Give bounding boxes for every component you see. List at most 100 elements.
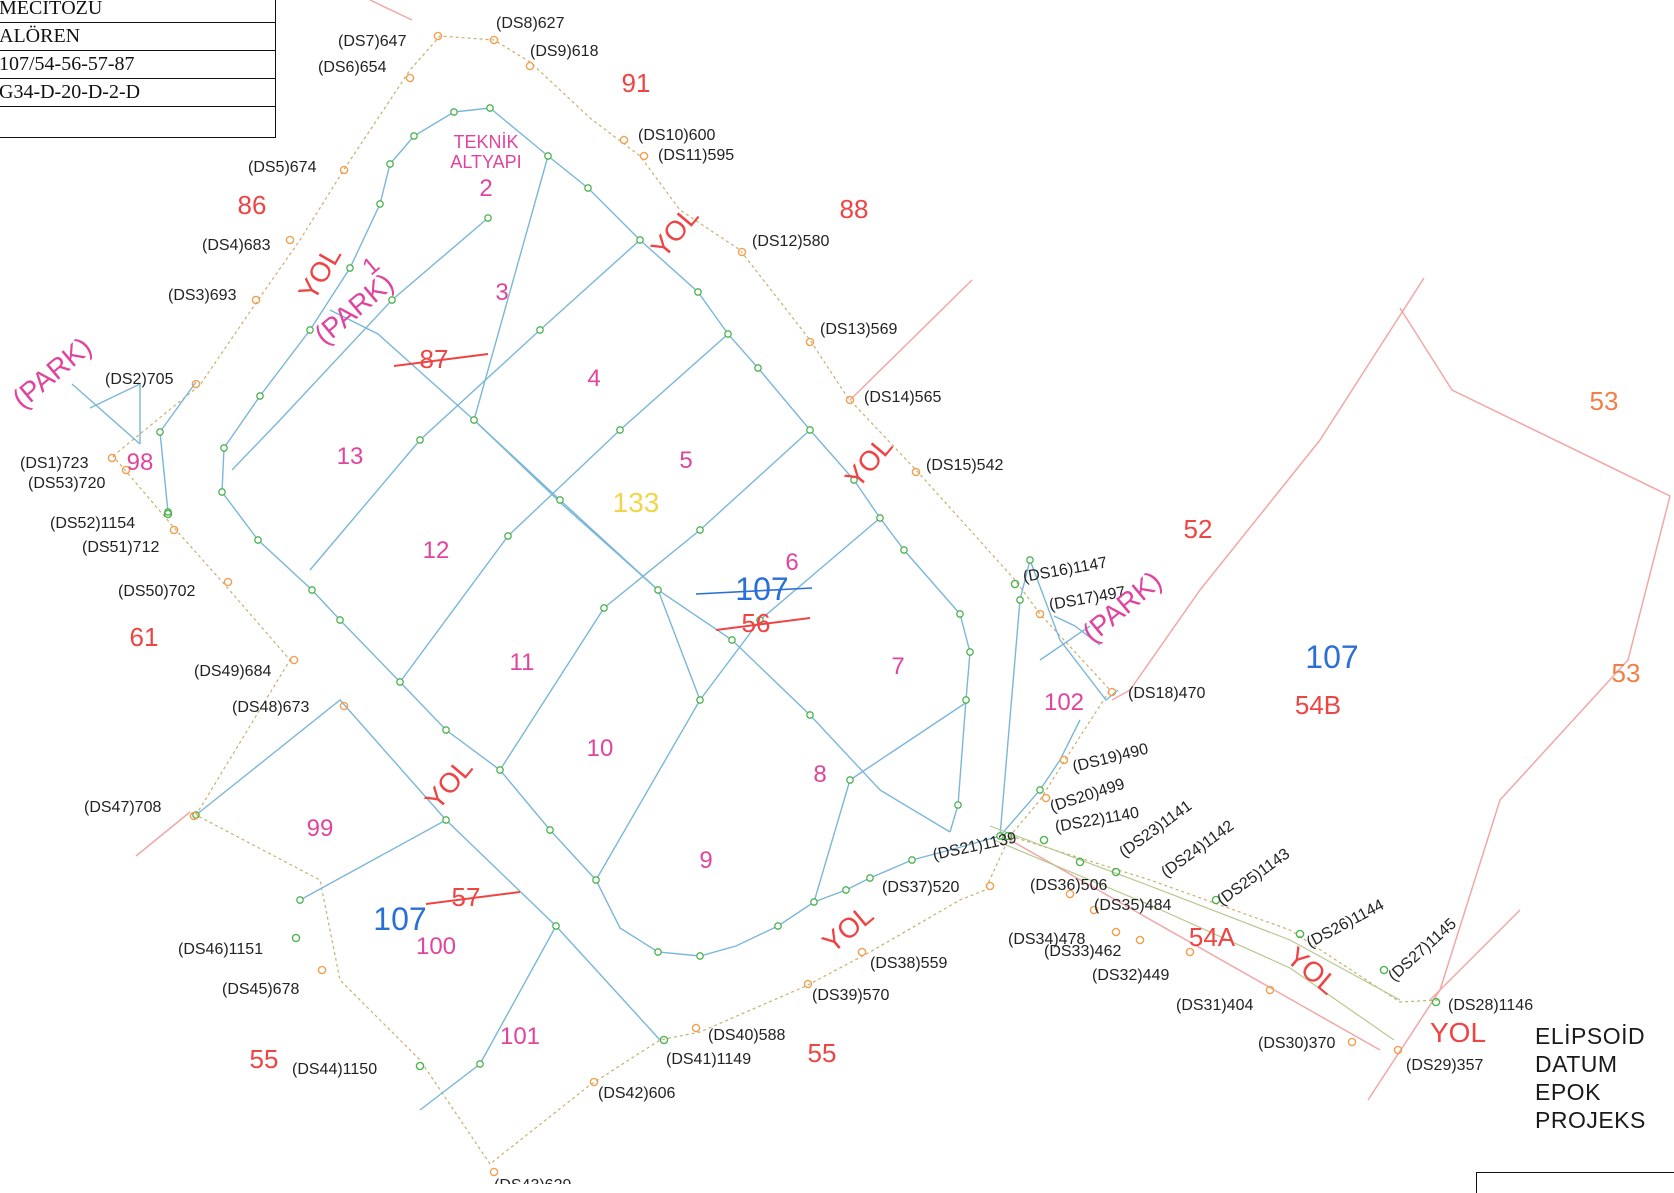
neighbor-parcel-label: 55 [808, 1038, 837, 1068]
boundary-point-marker [1393, 1045, 1403, 1055]
boundary-point-marker [1265, 985, 1275, 995]
boundary-point-label: (DS13)569 [820, 321, 897, 338]
boundary-point-label: (DS8)627 [496, 15, 565, 32]
block-point-marker [806, 711, 814, 719]
strike-line [425, 891, 521, 905]
block-point-marker [470, 416, 478, 424]
strike-line [695, 587, 813, 595]
boundary-point-marker [1135, 935, 1145, 945]
block-point-marker [962, 696, 970, 704]
parcel-label: 101 [500, 1023, 540, 1050]
block-point-marker [442, 726, 450, 734]
boundary-point-marker [691, 1023, 701, 1033]
neighbor-parcel-label: 91 [622, 68, 651, 98]
parcel-label: 100 [416, 933, 456, 960]
boundary-point-label: (DS49)684 [194, 663, 271, 680]
block-point-marker [696, 952, 704, 960]
boundary-point-marker [1431, 997, 1441, 1007]
orange-parcel-label: 53 [1612, 658, 1641, 688]
boundary-point-label: (DS11)595 [658, 147, 734, 164]
parcel-label: 5 [679, 447, 692, 474]
boundary-point-marker [737, 247, 747, 257]
road-label: YOL [645, 200, 705, 263]
block-point-marker [756, 616, 764, 624]
blue-parcel-label: 107 [1305, 639, 1358, 675]
block-point-marker [846, 776, 854, 784]
block-point-marker [220, 444, 228, 452]
boundary-point-marker [639, 151, 649, 161]
info-row-blank [0, 107, 275, 137]
boundary-point-label: (DS53)720 [28, 475, 105, 492]
block-point-marker [484, 214, 492, 222]
boundary-point-label: (DS28)1146 [1448, 997, 1533, 1014]
block-point-marker [552, 922, 560, 930]
block-point-marker [218, 488, 226, 496]
block-point-marker [156, 428, 164, 436]
block-point-marker [774, 922, 782, 930]
block-point-marker [544, 152, 552, 160]
boundary-point-marker [805, 337, 815, 347]
boundary-point-marker [1035, 609, 1045, 619]
block-point-marker [496, 766, 504, 774]
boundary-point-label: (DS46)1151 [178, 941, 263, 958]
block-point-marker [654, 586, 662, 594]
info-row-village: ALÖREN [0, 23, 275, 51]
block-point-marker [306, 326, 314, 334]
parcel-label: 4 [587, 365, 600, 392]
block-point-marker [256, 392, 264, 400]
boundary-point-marker [339, 165, 349, 175]
boundary-point-marker [985, 881, 995, 891]
boundary-point-marker [1065, 889, 1075, 899]
neighbor-parcel-label: 55 [250, 1044, 279, 1074]
block-point-marker [416, 436, 424, 444]
boundary-point-label: (DS26)1144 [1304, 897, 1387, 952]
block-point-marker [900, 546, 908, 554]
boundary-point-label: (DS15)542 [926, 457, 1003, 474]
strike-line [715, 617, 811, 631]
block-point-marker [346, 264, 354, 272]
boundary-point-label: (DS34)478 [1008, 931, 1085, 948]
parcel-label: 8 [813, 761, 826, 788]
boundary-point-label: (DS33)462 [1044, 943, 1121, 960]
boundary-point-label: (DS32)449 [1092, 967, 1169, 984]
block-point-marker [396, 678, 404, 686]
block-point-marker [308, 586, 316, 594]
boundary-point-marker [163, 509, 173, 519]
road-label: YOL [292, 241, 347, 305]
block-point-marker [876, 514, 884, 522]
boundary-point-label: (DS40)588 [708, 1027, 785, 1044]
block-point-marker [724, 330, 732, 338]
boundary-point-marker [405, 73, 415, 83]
boundary-point-marker [191, 379, 201, 389]
road-label: YOL [419, 752, 479, 815]
neighbor-parcel-label: 54B [1295, 690, 1341, 720]
boundary-point-marker [1010, 579, 1020, 589]
parcel-label: 10 [587, 735, 614, 762]
neighbor-borders [135, 0, 1671, 1101]
block-point-marker [728, 636, 736, 644]
block-point-marker [842, 886, 850, 894]
boundary-point-marker [911, 467, 921, 477]
boundary-point-marker [857, 947, 867, 957]
boundary-point-label: (DS21)1139 [931, 830, 1018, 864]
parcel-label: ALTYAPI [450, 152, 521, 172]
boundary-point-marker [803, 979, 813, 989]
boundary-point-marker [1111, 867, 1121, 877]
boundary-point-label: (DS25)1143 [1214, 845, 1293, 909]
boundary-point-marker [415, 1061, 425, 1071]
boundary-point-marker [289, 655, 299, 665]
boundary-point-marker [339, 701, 349, 711]
boundary-point-label: (DS43)629 [494, 1177, 571, 1184]
block-point-marker [584, 184, 592, 192]
road-label: YOL [1281, 941, 1344, 1001]
neighbor-parcel-label: 61 [130, 622, 159, 652]
block-point-marker [536, 326, 544, 334]
block-point-marker [1026, 556, 1034, 564]
block-point-marker [504, 532, 512, 540]
boundary-point-marker [285, 235, 295, 245]
boundary-point-marker [1107, 687, 1117, 697]
boundary-point-label: (DS6)654 [318, 59, 387, 76]
boundary-point-label: (DS10)600 [638, 127, 715, 144]
